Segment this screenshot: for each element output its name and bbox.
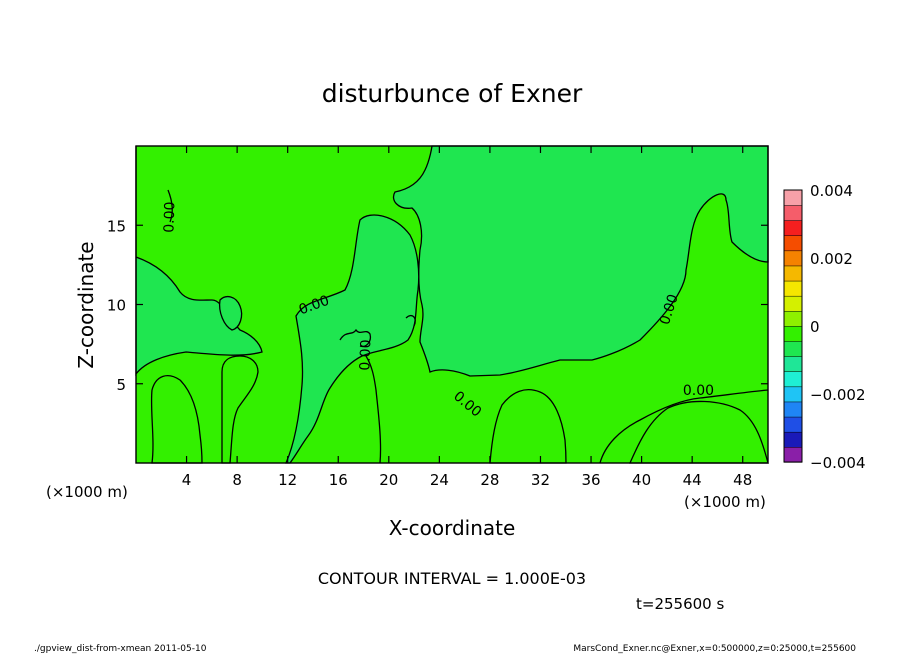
colorbar-cell [783,355,803,372]
contour-line [167,189,173,223]
contour-interval-label: CONTOUR INTERVAL = 1.000E-03 [318,569,586,588]
colorbar-cell [783,416,803,433]
footer-right: MarsCond_Exner.nc@Exner,x=0:500000,z=0:2… [573,644,856,654]
contour-line [599,389,769,464]
pos-region-bottom-right [629,400,769,464]
colorbar-frame [783,189,803,463]
colorbar-cell [783,401,803,418]
pos-region-bottom-mid [221,355,259,464]
colorbar-cell [783,265,803,282]
colorbar-cell [783,219,803,236]
colorbar-cell [783,446,803,463]
footer-left: ./gpview_dist-from-xmean 2011-05-10 [34,644,207,654]
pos-region-bottom-left [150,375,203,464]
x-tick-label: 4 [182,471,192,489]
contour-label: 0.00 [161,201,178,233]
time-label: t=255600 s [636,595,724,613]
plot-area: 0.000.000.000.000.000.00 4 8 12 16 20 24 28 32 3… [107,145,769,489]
colorbar-cell [783,295,803,312]
negative-field-regions [135,145,769,464]
contour-line [405,314,416,327]
colorbar-cell [783,371,803,388]
colorbar-cell [783,340,803,357]
x-tick-label: 8 [232,471,242,489]
neg-region-top-left [135,146,263,376]
colorbar-cell [783,310,803,327]
colorbar-ticks: 0.004 0.002 0 −0.002 −0.004 [810,182,866,472]
colorbar-tick-label: −0.004 [810,454,866,472]
colorbar: 0.004 0.002 0 −0.002 −0.004 [783,182,866,472]
contour-label: 0.00 [683,383,714,399]
x-unit-left: (×1000 m) [46,483,128,501]
contour-line [339,328,372,348]
colorbar-tick-label: −0.002 [810,386,866,404]
x-tick-label: 28 [480,471,499,489]
y-axis-ticks: 5 10 15 [107,217,768,394]
neg-region-mid-left [218,295,243,331]
colorbar-cell [783,235,803,252]
x-tick-label: 32 [531,471,550,489]
colorbar-cell [783,189,803,206]
colorbar-tick-label: 0 [810,318,820,336]
x-tick-label: 40 [632,471,651,489]
x-tick-label: 16 [329,471,348,489]
x-tick-label: 36 [581,471,600,489]
neg-region-top-right [392,145,769,377]
y-axis-label: Z-coordinate [74,241,98,368]
x-tick-label: 12 [278,471,297,489]
x-axis-label: X-coordinate [389,516,516,540]
chart-title: disturbunce of Exner [322,79,583,108]
y-tick-label: 10 [107,297,126,315]
colorbar-cell [783,280,803,297]
y-tick-label: 5 [116,376,126,394]
colorbar-cell [783,386,803,403]
y-tick-label: 15 [107,217,126,235]
contour-label: 0.00 [357,339,374,371]
x-tick-label: 48 [733,471,752,489]
colorbar-cell [783,325,803,342]
x-tick-label: 44 [683,471,702,489]
colorbar-cell [783,431,803,448]
colorbar-tick-label: 0.004 [810,182,853,200]
contour-line [365,355,382,464]
x-unit-right: (×1000 m) [684,493,766,511]
x-axis-ticks: 4 8 12 16 20 24 28 32 36 40 44 48 [182,146,752,489]
contour-lines [167,189,769,464]
x-tick-label: 24 [430,471,449,489]
pos-region-bottom-center [489,389,567,464]
colorbar-tick-label: 0.002 [810,250,853,268]
colorbar-cell [783,204,803,221]
neg-region-upper-left-lobe [285,214,420,464]
x-tick-label: 20 [379,471,398,489]
colorbar-cells [783,189,803,463]
colorbar-cell [783,250,803,267]
positive-field-regions [150,355,769,464]
